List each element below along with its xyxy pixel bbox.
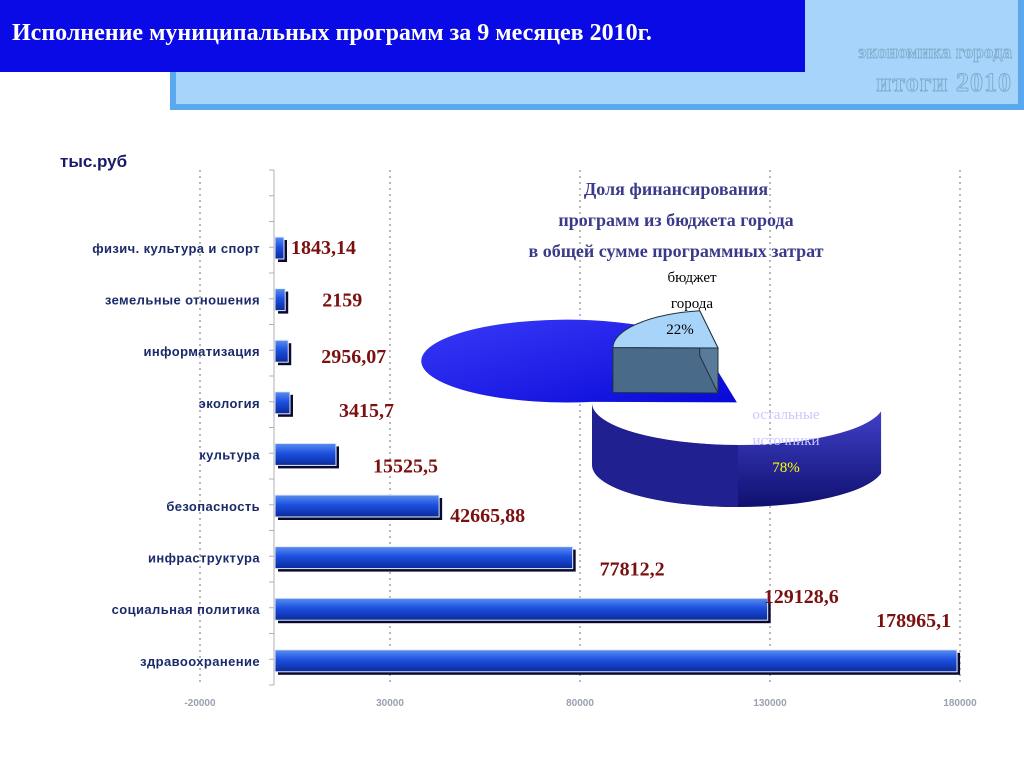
- bar-series: физич. культура и спорт 1843,14 земельные …: [92, 236, 961, 675]
- x-tick-label: -20000: [184, 698, 216, 709]
- bar: [274, 546, 574, 570]
- pie-label-budget: бюджет: [667, 270, 717, 286]
- category-label: информатизация: [144, 344, 260, 359]
- value-label: 15525,5: [373, 455, 438, 477]
- page-title: Исполнение муниципальных программ за 9 м…: [12, 20, 652, 46]
- value-label: 42665,88: [450, 505, 525, 527]
- value-label: 1843,14: [291, 237, 356, 259]
- bar: [274, 339, 289, 363]
- chart-grid: [199, 170, 961, 685]
- category-label: здравоохранение: [140, 654, 260, 669]
- pie-chart: Доля финансирования программ из бюджета г…: [420, 179, 882, 508]
- bar: [274, 236, 285, 260]
- value-label: 2956,07: [321, 346, 386, 368]
- category-label: социальная политика: [112, 602, 261, 617]
- header-bar: [0, 0, 805, 72]
- pie-title-line: в общей сумме программных затрат: [528, 241, 823, 261]
- category-label: культура: [199, 447, 260, 462]
- value-label: 178965,1: [876, 610, 951, 632]
- category-label: инфраструктура: [148, 551, 260, 566]
- pie-label-other: источники: [752, 433, 819, 449]
- unit-label: тыс.руб: [60, 152, 128, 171]
- category-label: безопасность: [166, 499, 260, 514]
- bar: [274, 288, 286, 312]
- value-label: 3415,7: [339, 400, 394, 422]
- category-label: земельные отношения: [105, 293, 260, 308]
- category-label: экология: [199, 396, 260, 411]
- pie-label-other: остальные: [752, 407, 819, 423]
- x-tick-label: 130000: [753, 698, 787, 709]
- pie-title-line: программ из бюджета города: [558, 210, 793, 230]
- bar: [274, 597, 769, 621]
- pie-label-budget: города: [671, 296, 713, 312]
- value-label: 77812,2: [600, 559, 665, 581]
- chart-axis: -20000 30000 80000 130000 180000: [184, 169, 977, 709]
- x-tick-label: 80000: [566, 698, 594, 709]
- brand-caption: экономика города: [858, 42, 1012, 64]
- bar: [274, 494, 440, 518]
- bar: [274, 442, 337, 466]
- pie-slice-budget: [612, 310, 719, 349]
- x-tick-label: 30000: [376, 698, 404, 709]
- bar: [274, 649, 958, 673]
- value-label: 2159: [322, 290, 362, 312]
- pie-label-budget: 22%: [666, 322, 694, 338]
- brand-year: итоги 2010: [876, 68, 1012, 98]
- pie-label-other: 78%: [772, 460, 800, 476]
- bar: [274, 391, 291, 415]
- pie-slice-other-side-left: [592, 403, 738, 507]
- value-label: 129128,6: [764, 586, 839, 608]
- category-label: физич. культура и спорт: [92, 241, 260, 256]
- x-tick-label: 180000: [943, 698, 977, 709]
- pie-title-line: Доля финансирования: [584, 179, 768, 199]
